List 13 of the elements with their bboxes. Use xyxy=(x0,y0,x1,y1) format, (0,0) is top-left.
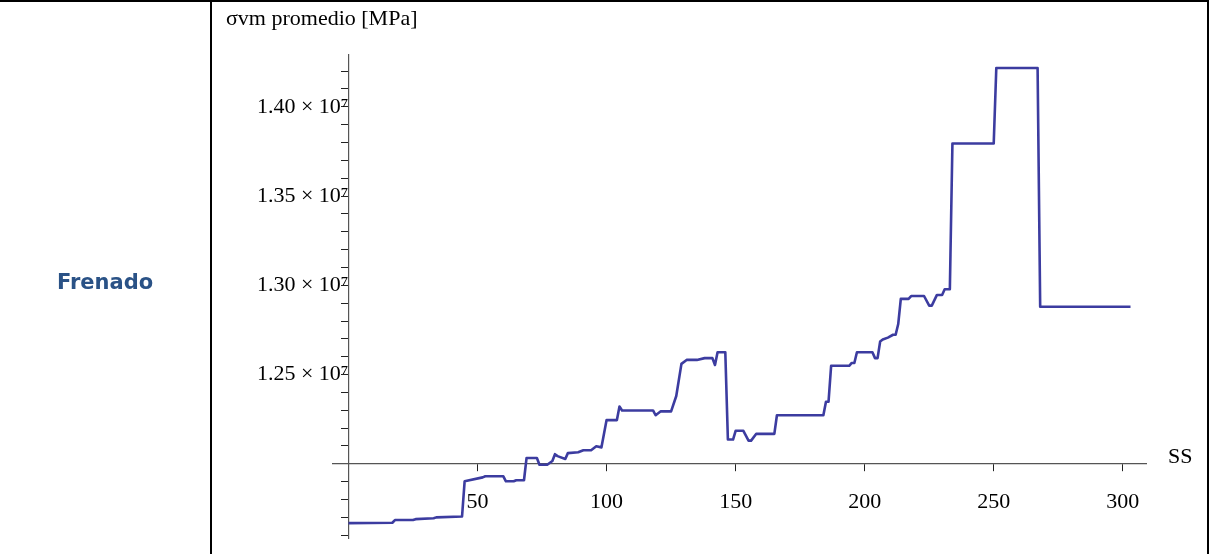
x-tick-label: 150 xyxy=(719,487,753,513)
y-axis-title: σvm promedio [MPa] xyxy=(226,4,418,30)
x-tick-label: 300 xyxy=(1106,487,1140,513)
x-tick-label: 200 xyxy=(848,487,882,513)
y-tick-label: 1.30 × 10⁷ xyxy=(256,271,349,297)
x-tick-label: 100 xyxy=(590,487,624,513)
x-tick-label: 250 xyxy=(977,487,1011,513)
x-tick-label: 50 xyxy=(466,487,489,513)
y-tick-label: 1.35 × 10⁷ xyxy=(256,181,349,207)
x-axis-title: SS xyxy=(1168,442,1193,468)
y-tick-label: 1.25 × 10⁷ xyxy=(256,360,349,386)
text: Frenado xyxy=(56,270,154,294)
y-tick-label: 1.40 × 10⁷ xyxy=(256,92,349,118)
